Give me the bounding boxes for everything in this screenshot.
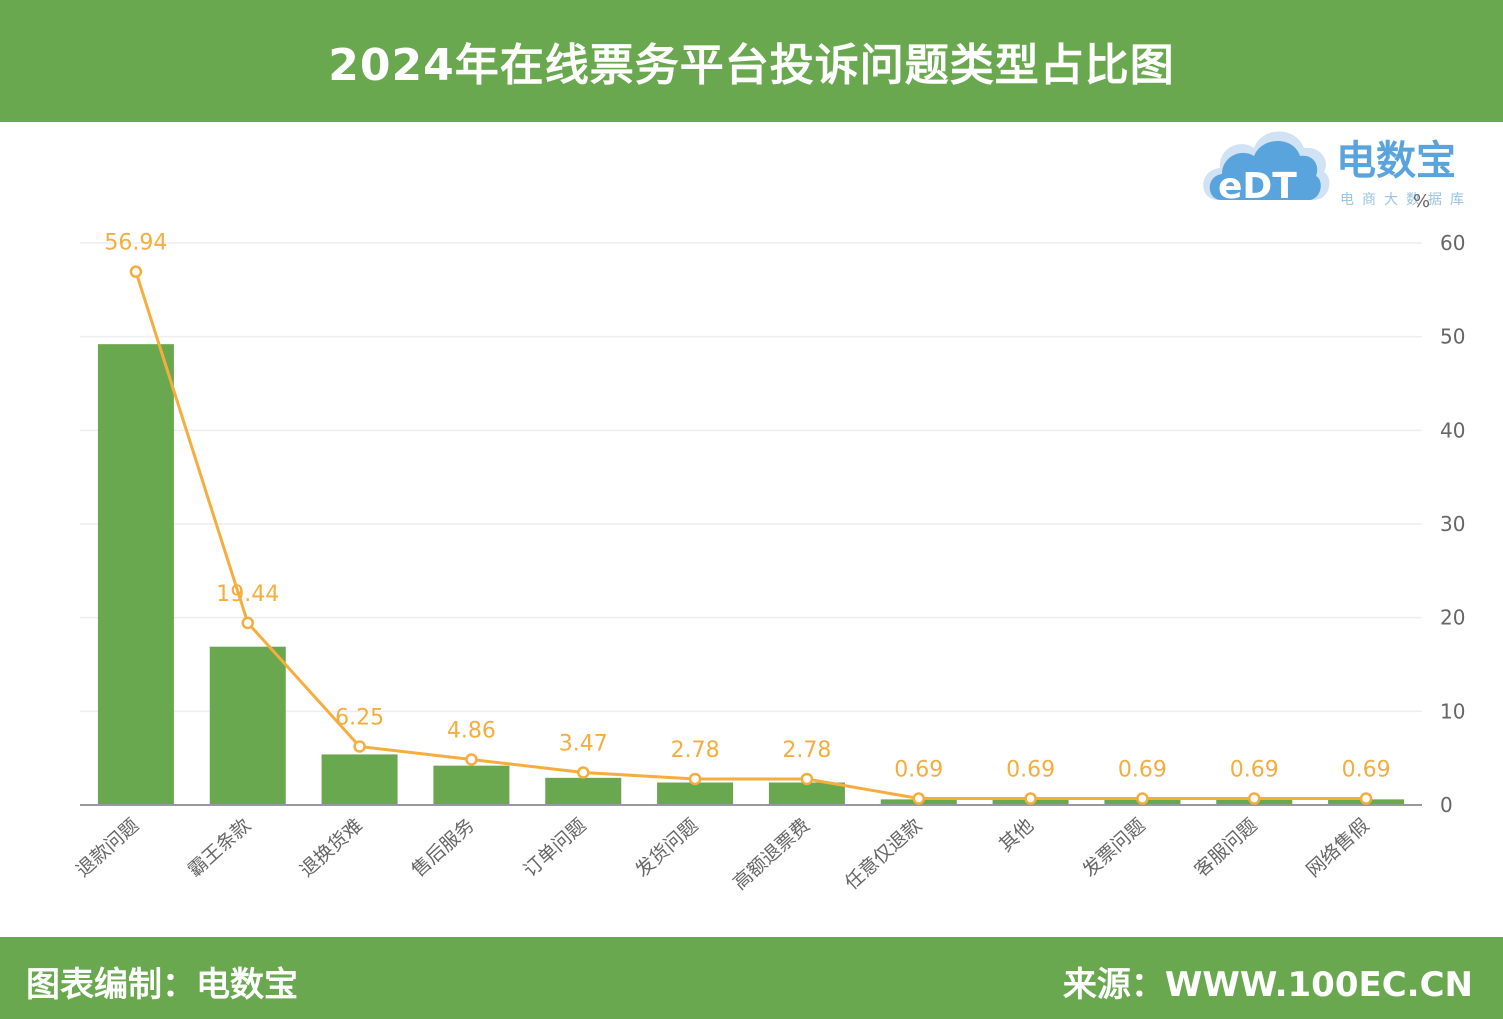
data-label: 3.47 [559,731,608,756]
combo-chart: 56.94 19.44 6.25 4.86 3.47 2.78 2.78 0.69 0.69 0.… [72,191,1465,894]
logo-brand-text: 电数宝 [1336,138,1456,184]
cloud-logo-icon: eDT 电数宝 电商大数据库 [1203,131,1472,208]
line-point [912,792,925,805]
bar [209,646,286,805]
x-tick-label: 发票问题 [1079,814,1150,881]
x-tick-label: 客服问题 [1190,814,1261,881]
x-tick-label: 发货问题 [631,814,702,881]
data-labels: 56.94 19.44 6.25 4.86 3.47 2.78 2.78 0.69 0.69 0.… [104,231,1390,783]
line-point [129,265,143,278]
bar-series [97,344,1405,805]
y-tick-label: 50 [1440,325,1465,349]
x-tick-label: 任意仅退款 [841,814,926,894]
x-tick-label: 退款问题 [72,814,143,881]
data-label: 0.69 [1342,758,1391,783]
y-tick-label: 60 [1440,231,1465,255]
bar [433,765,510,805]
y-tick-label: 10 [1440,699,1465,723]
x-tick-label: 订单问题 [519,814,590,881]
footer-source: 来源：WWW.100EC.CN [1062,965,1473,1005]
line-point [1248,792,1261,805]
y-tick-labels: 0 10 20 30 40 50 60% [1413,191,1465,817]
x-tick-label: 高额退票费 [729,814,814,894]
bar [657,782,734,805]
line-point [1024,792,1037,805]
y-tick-label: 30 [1440,512,1465,536]
logo-sub-text: 电商大数据库 [1340,192,1472,208]
data-label: 19.44 [216,582,279,607]
line-point [1359,792,1373,805]
bar [545,777,622,805]
line-point [353,740,366,753]
data-label: 2.78 [671,738,720,763]
data-label: 0.69 [1006,758,1055,783]
line-point [577,766,590,779]
y-tick-label: 0 [1440,793,1453,817]
line-point [800,772,814,786]
data-label: 6.25 [335,705,384,730]
x-tick-label: 其他 [995,814,1038,856]
bar [97,344,174,805]
chart-header: 2024年在线票务平台投诉问题类型占比图 [0,0,1503,122]
x-tick-label: 霸王条款 [184,814,255,881]
line-series [129,265,1373,805]
data-label: 4.86 [447,718,496,743]
line-point [688,772,702,786]
data-label: 0.69 [894,758,943,783]
data-label: 56.94 [104,231,167,256]
line-point [241,616,254,630]
chart-area: 56.94 19.44 6.25 4.86 3.47 2.78 2.78 0.69 0.69 0.… [0,122,1503,937]
x-tick-label: 售后服务 [408,814,479,881]
grid-lines [80,242,1422,713]
chart-footer: 图表编制：电数宝 来源：WWW.100EC.CN [0,937,1503,1019]
data-label: 0.69 [1118,758,1167,783]
data-label: 2.78 [782,738,831,763]
y-unit-label: % [1413,191,1430,212]
line-series-path [134,271,1367,800]
line-point [1136,792,1149,805]
logo-mark-text: eDT [1218,166,1297,207]
x-tick-labels: 退款问题 霸王条款 退换货难 售后服务 订单问题 发货问题 高额退票费 任意仅退款 其他 发票问题… [72,814,1373,894]
brand-logo: eDT 电数宝 电商大数据库 [1196,120,1496,212]
bar [768,782,845,805]
line-point [465,753,478,766]
footer-credit: 图表编制：电数宝 [26,965,298,1005]
chart-title: 2024年在线票务平台投诉问题类型占比图 [328,40,1175,91]
bar [321,754,398,805]
y-tick-label: 40 [1440,418,1465,442]
x-tick-label: 退换货难 [296,814,367,881]
data-label: 0.69 [1230,758,1279,783]
y-tick-label: 20 [1440,606,1465,630]
x-tick-label: 网络售假 [1302,814,1373,881]
